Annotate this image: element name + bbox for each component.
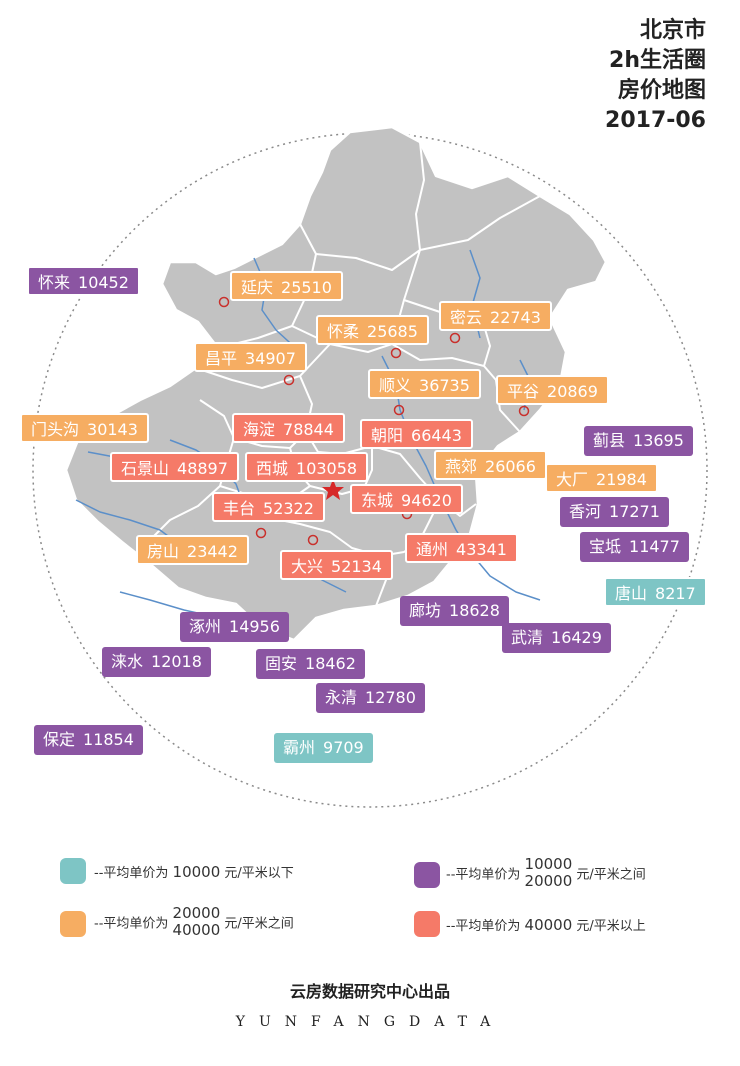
legend-item-10k-20k: --平均单价为 10000 20000 元/平米之间: [446, 855, 646, 890]
district-label: 通州 43341: [405, 533, 518, 563]
district-label: 朝阳 66443: [360, 419, 473, 449]
district-label: 保定 11854: [34, 725, 143, 755]
title-line-4: 2017-06: [605, 108, 706, 133]
district-label: 门头沟 30143: [20, 413, 149, 443]
district-label: 燕郊 26066: [434, 450, 547, 480]
district-label: 昌平 34907: [194, 342, 307, 372]
two-hour-circle: [32, 132, 708, 808]
legend-item-20k-40k: --平均单价为 20000 40000 元/平米之间: [94, 904, 294, 939]
district-label: 东城 94620: [350, 484, 463, 514]
district-label: 延庆 25510: [230, 271, 343, 301]
district-label: 霸州 9709: [274, 733, 373, 763]
district-label: 固安 18462: [256, 649, 365, 679]
district-label: 大兴 52134: [280, 550, 393, 580]
publisher-credit: 云房数据研究中心出品: [289, 982, 450, 1001]
district-label: 怀来 10452: [27, 266, 140, 296]
district-label: 永清 12780: [316, 683, 425, 713]
district-label: 唐山 8217: [604, 577, 707, 607]
district-label: 香河 17271: [560, 497, 669, 527]
district-label: 大厂 21984: [545, 463, 658, 493]
district-label: 涞水 12018: [102, 647, 211, 677]
district-label: 顺义 36735: [368, 369, 481, 399]
district-label: 海淀 78844: [232, 413, 345, 443]
district-label: 石景山 48897: [110, 452, 239, 482]
legend-swatch-10k-20k: [414, 862, 440, 888]
district-label: 西城 103058: [245, 452, 369, 482]
title-line-1: 北京市: [639, 18, 706, 43]
district-label: 密云 22743: [439, 301, 552, 331]
legend-swatch-above: [414, 911, 440, 937]
title-line-3: 房价地图: [617, 78, 706, 103]
district-label: 涿州 14956: [180, 612, 289, 642]
legend-item-above: --平均单价为 40000 元/平米以上: [446, 916, 646, 934]
legend-swatch-below: [60, 858, 86, 884]
beijing-outline: [64, 125, 608, 642]
district-label: 宝坻 11477: [580, 532, 689, 562]
brand-wordmark: YUNFANGDATA: [235, 1014, 505, 1030]
district-label: 平谷 20869: [496, 375, 609, 405]
district-label: 廊坊 18628: [400, 596, 509, 626]
district-label: 武清 16429: [502, 623, 611, 653]
district-label: 蓟县 13695: [584, 426, 693, 456]
district-label: 房山 23442: [136, 535, 249, 565]
district-label: 怀柔 25685: [316, 315, 429, 345]
district-label: 丰台 52322: [212, 492, 325, 522]
capital-star-icon: [322, 479, 344, 500]
city-markers: [218, 296, 530, 546]
legend-item-below: --平均单价为 10000 元/平米以下: [94, 863, 294, 881]
map-title: 北京市 2h生活圈 房价地图 2017-06: [605, 16, 706, 136]
title-line-2: 2h生活圈: [609, 48, 706, 73]
legend-swatch-20k-40k: [60, 911, 86, 937]
